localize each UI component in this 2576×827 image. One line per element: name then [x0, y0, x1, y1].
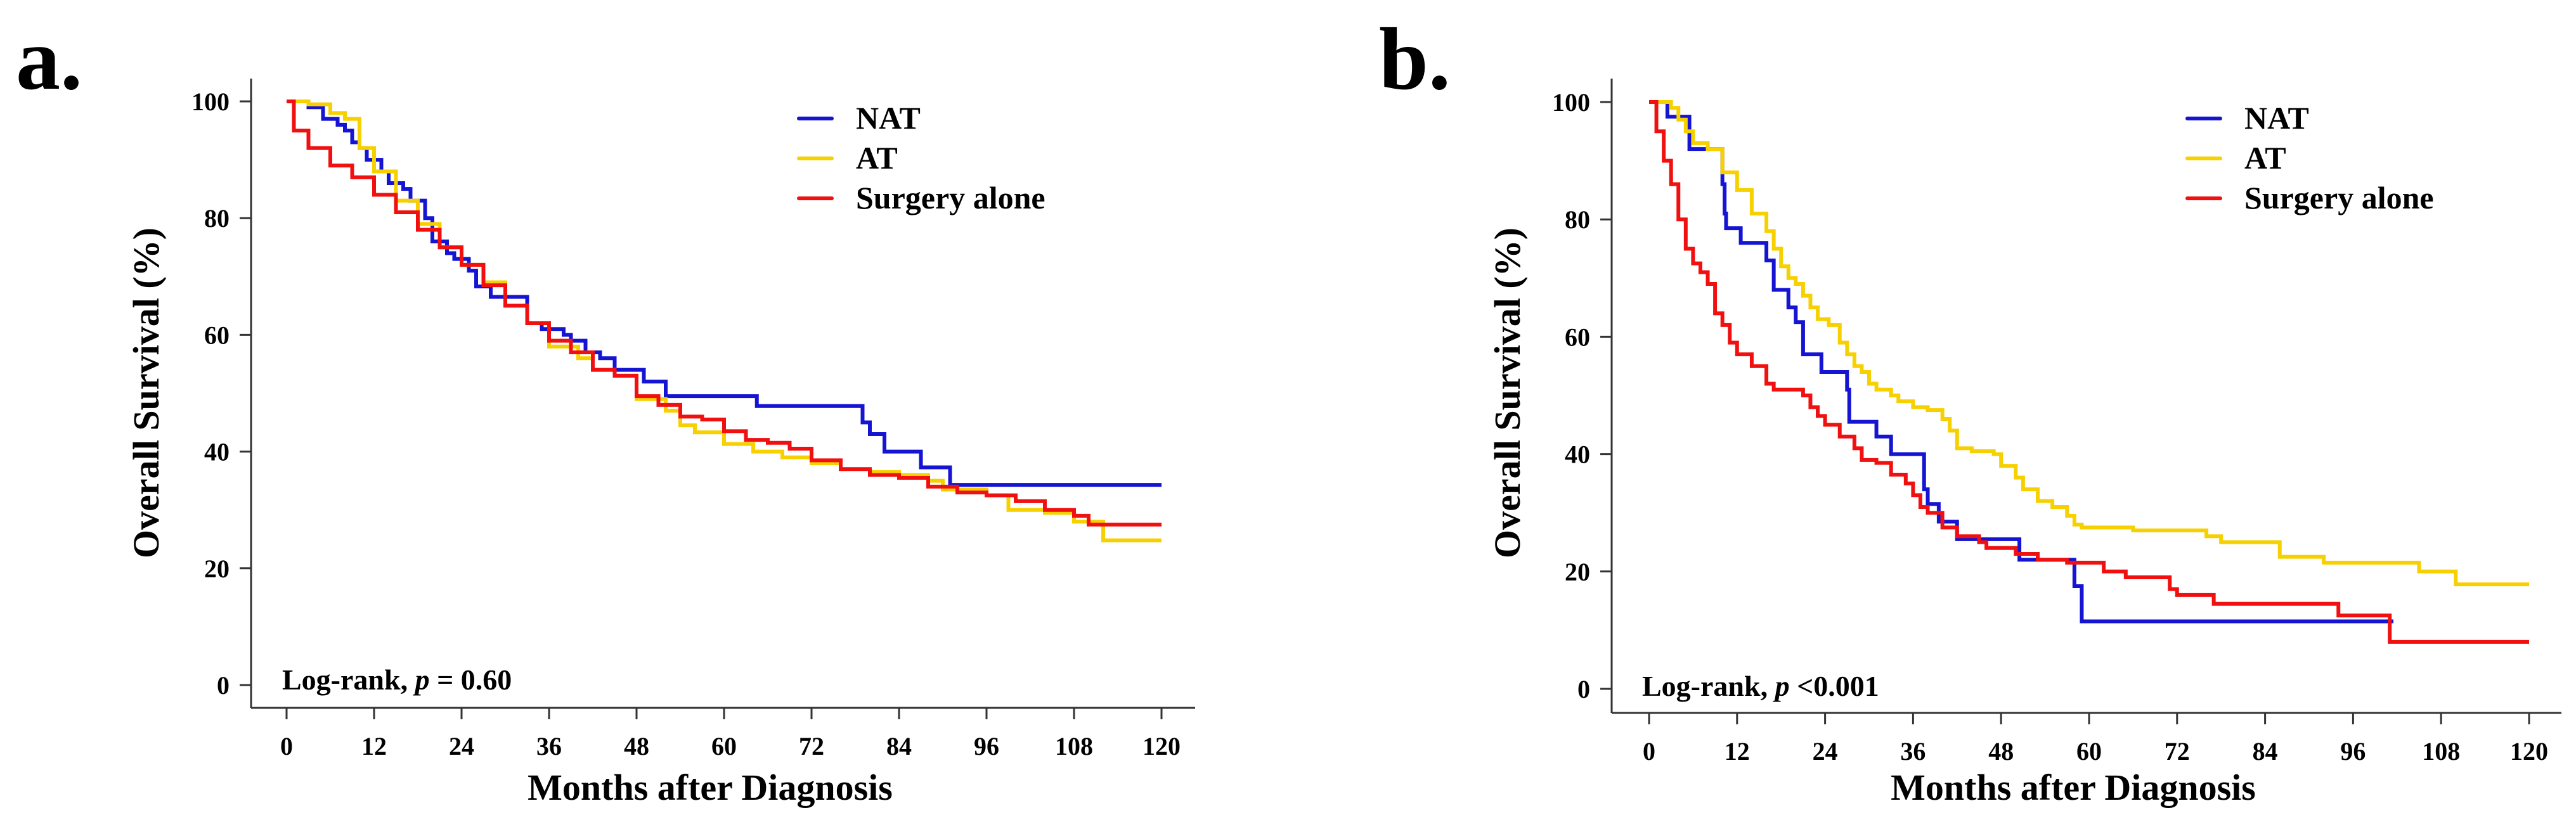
y-tick-label: 60 — [1565, 323, 1590, 351]
x-tick-label: 96 — [2340, 737, 2366, 766]
legend-label-at: AT — [2244, 140, 2286, 176]
series-line-nat — [1649, 100, 2394, 624]
y-tick-label: 60 — [204, 321, 230, 349]
x-tick-label: 0 — [1643, 737, 1655, 766]
x-tick-label: 84 — [2253, 737, 2278, 766]
x-tick-label: 24 — [449, 732, 474, 760]
x-tick-label: 36 — [1900, 737, 1926, 766]
x-tick-label: 60 — [711, 732, 737, 760]
annotation-value: <0.001 — [1790, 670, 1879, 702]
y-tick-label: 80 — [204, 204, 230, 233]
y-axis-title: Overall Survival (%) — [126, 228, 167, 558]
legend: NAT AT Surgery alone — [2244, 100, 2434, 215]
y-tick-label: 0 — [1577, 675, 1590, 703]
x-axis-title: Months after Diagnosis — [1891, 767, 2256, 808]
x-tick-label: 12 — [1725, 737, 1750, 766]
log-rank-annotation: Log-rank, p = 0.60 — [282, 664, 512, 696]
y-tick-label: 80 — [1565, 205, 1590, 234]
series-line-surgery-alone — [287, 99, 1162, 527]
legend-label-surgery-alone: Surgery alone — [856, 180, 1045, 215]
x-tick-label: 108 — [1055, 732, 1093, 760]
annotation-value: = 0.60 — [430, 664, 512, 696]
x-axis-title: Months after Diagnosis — [527, 767, 893, 808]
log-rank-annotation: Log-rank, p <0.001 — [1642, 670, 1879, 702]
panel-b: b. Months after Diagnosis Overall Surviv… — [1379, 10, 2561, 808]
x-tick-label: 60 — [2076, 737, 2102, 766]
x-tick-label: 0 — [280, 732, 293, 760]
x-tick-label: 48 — [624, 732, 649, 760]
y-axis-title: Overall Survival (%) — [1487, 228, 1528, 558]
annotation-prefix: Log-rank, — [1642, 670, 1775, 702]
legend: NAT AT Surgery alone — [856, 100, 1045, 215]
series-line-surgery-alone — [1649, 100, 2529, 644]
annotation-p: p — [413, 664, 430, 696]
x-tick-label: 12 — [361, 732, 387, 760]
x-tick-label: 48 — [1988, 737, 2014, 766]
x-tick-label: 120 — [1142, 732, 1181, 760]
y-tick-label: 20 — [204, 555, 230, 583]
y-tick-label: 40 — [1565, 440, 1590, 469]
y-tick-label: 0 — [217, 671, 230, 700]
x-tick-label: 36 — [536, 732, 562, 760]
y-tick-label: 100 — [1552, 88, 1590, 117]
legend-label-nat: NAT — [856, 100, 921, 136]
series-line-at — [287, 99, 1162, 542]
x-tick-label: 84 — [886, 732, 912, 760]
panel-label: a. — [16, 10, 82, 108]
panel-a: a. Months after Diagnosis Overall Surviv… — [16, 10, 1195, 808]
y-tick-label: 20 — [1565, 558, 1590, 586]
x-tick-label: 120 — [2510, 737, 2548, 766]
x-tick-label: 24 — [1813, 737, 1838, 766]
x-tick-label: 72 — [799, 732, 824, 760]
x-tick-label: 108 — [2422, 737, 2460, 766]
x-tick-label: 96 — [974, 732, 999, 760]
y-tick-label: 100 — [191, 87, 230, 116]
series-line-nat — [287, 99, 1162, 487]
y-tick-label: 40 — [204, 438, 230, 466]
panel-label: b. — [1379, 10, 1451, 108]
legend-label-at: AT — [856, 140, 898, 176]
annotation-prefix: Log-rank, — [282, 664, 415, 696]
legend-label-nat: NAT — [2244, 100, 2309, 136]
annotation-p: p — [1773, 670, 1790, 702]
series-line-at — [1649, 100, 2529, 587]
x-tick-label: 72 — [2165, 737, 2190, 766]
legend-label-surgery-alone: Surgery alone — [2244, 180, 2434, 215]
